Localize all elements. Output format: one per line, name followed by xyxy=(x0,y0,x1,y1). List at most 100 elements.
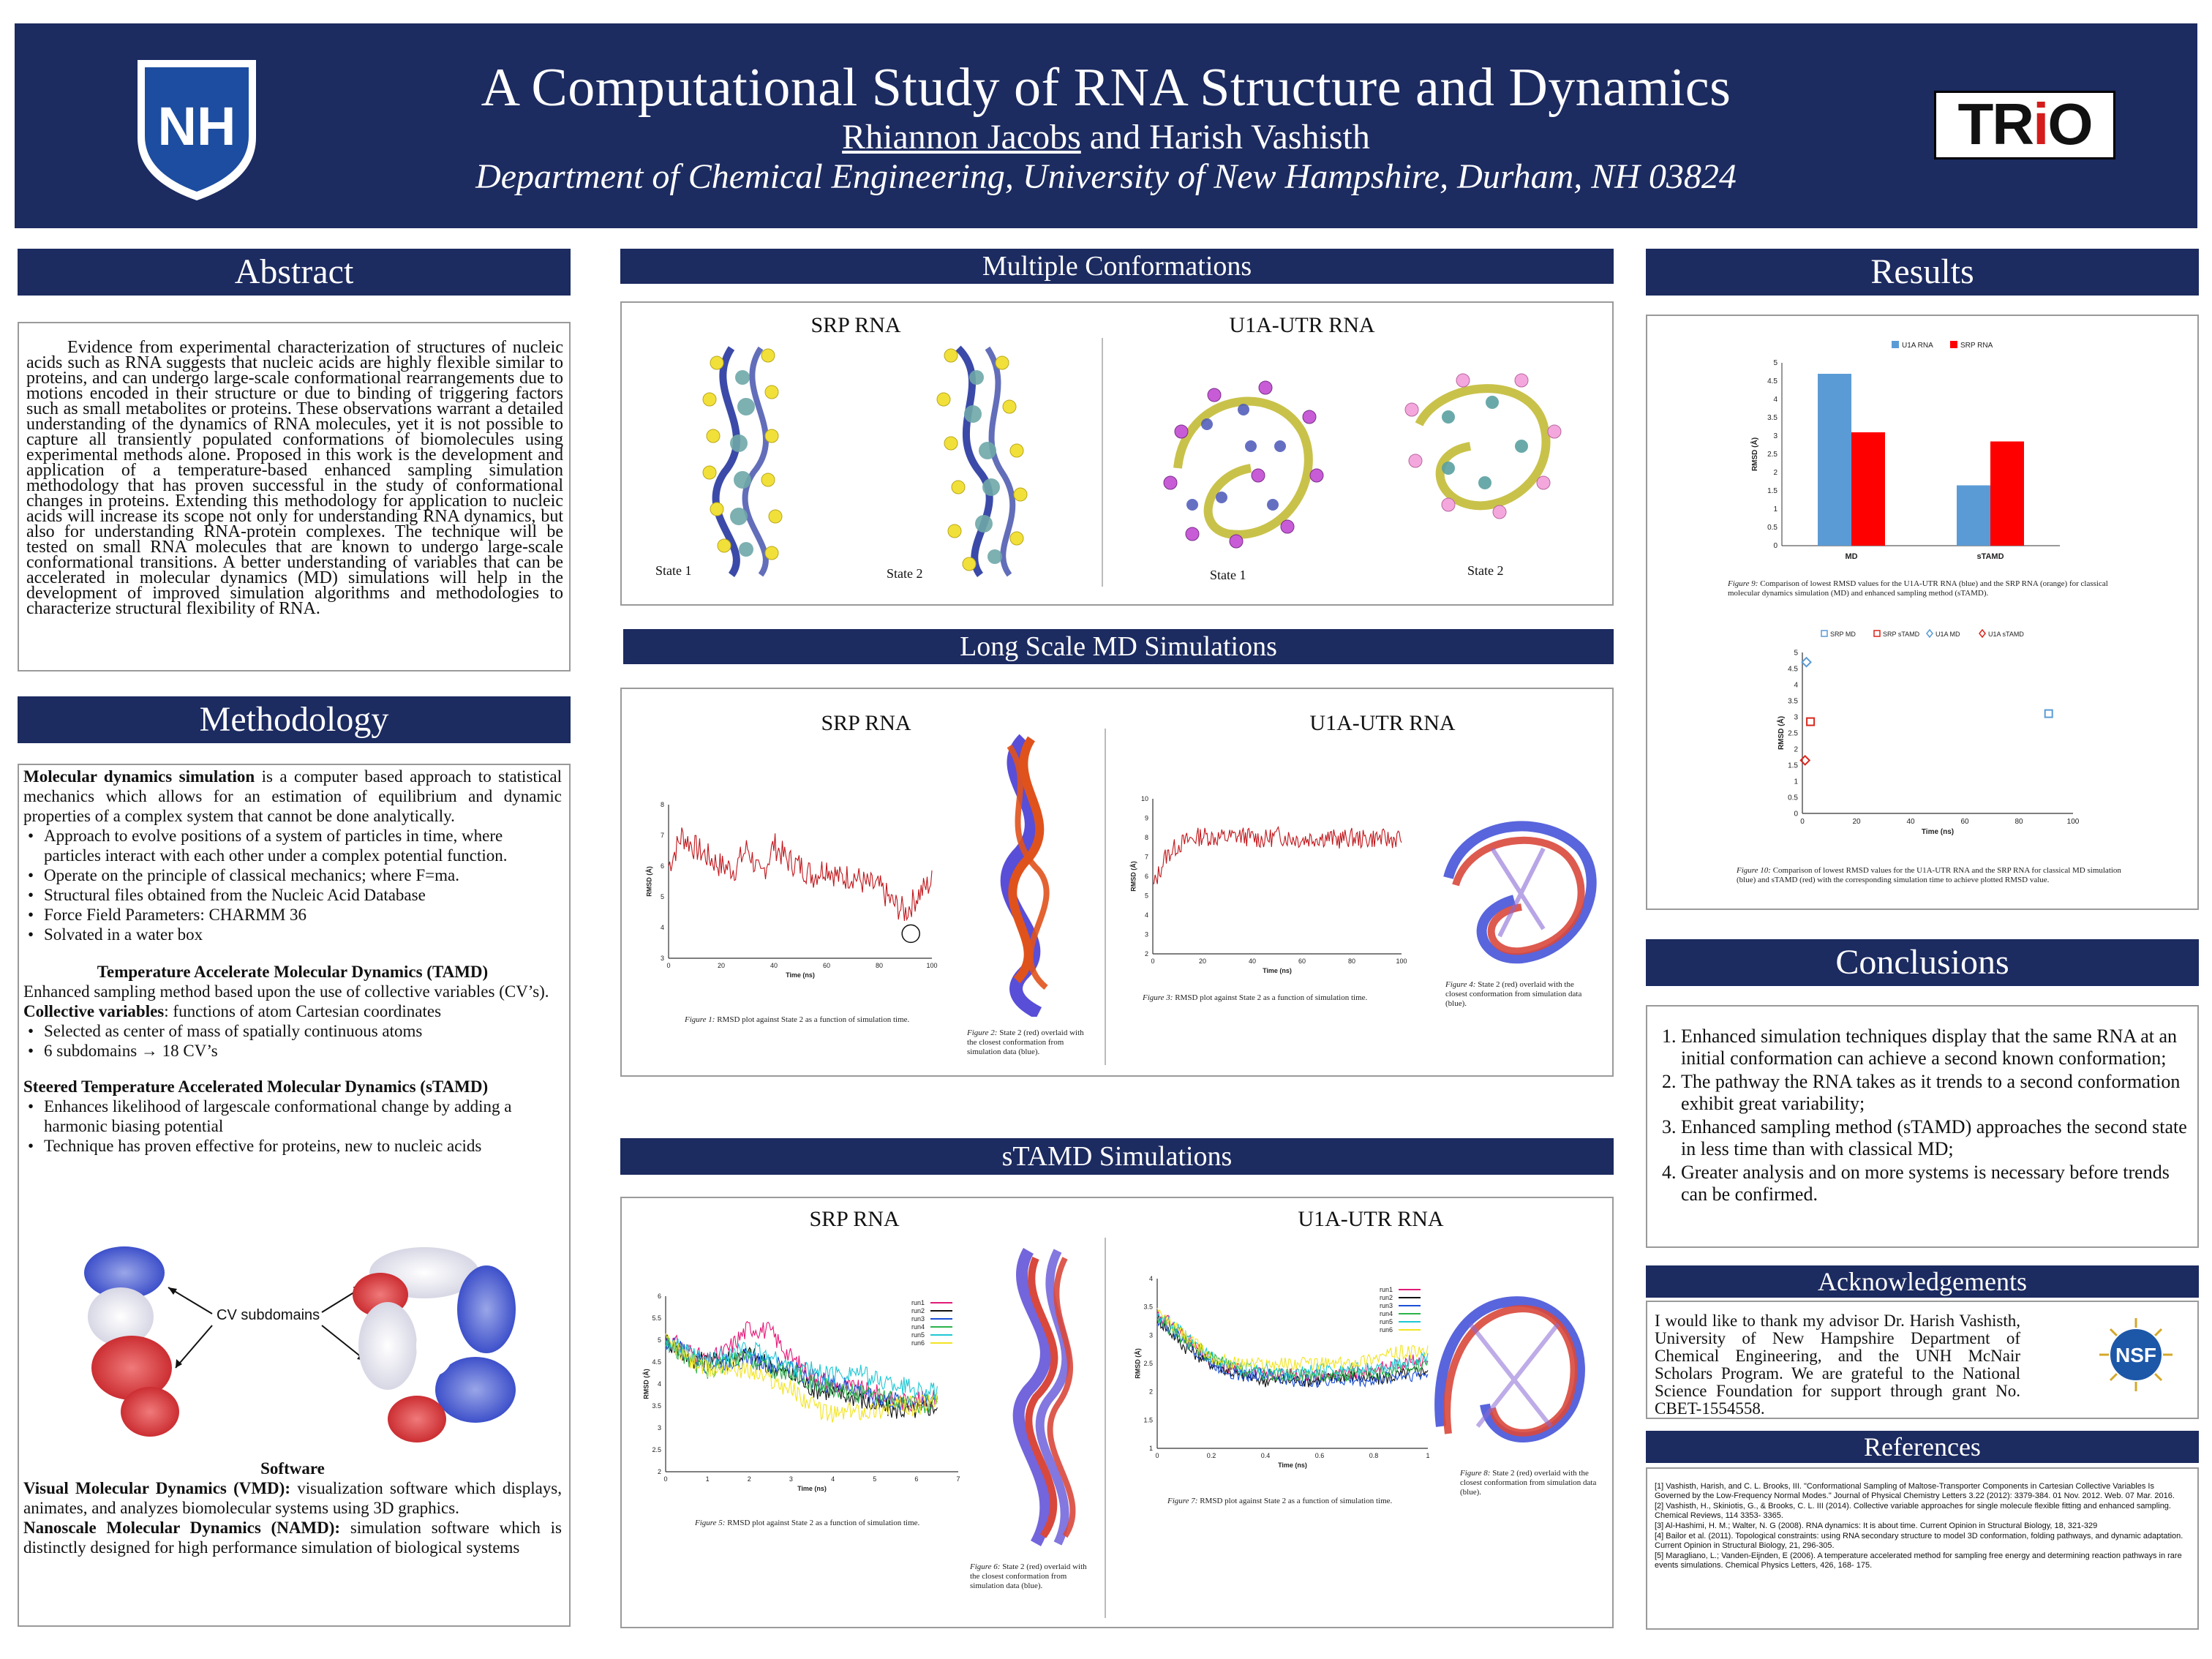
cv-arrows xyxy=(168,1287,366,1369)
legend-swatch xyxy=(1873,630,1881,637)
bar-stamd-0 xyxy=(1957,485,1990,546)
legend-label: run5 xyxy=(911,1331,925,1339)
y-tick-label: 3.5 xyxy=(1788,697,1798,705)
list-item: Enhanced sampling method (sTAMD) approac… xyxy=(1681,1116,2189,1160)
mc-separator xyxy=(1102,338,1103,587)
rmsd-series-line xyxy=(668,827,933,922)
scatter-point xyxy=(1799,754,1811,766)
x-tick-label: 0 xyxy=(1151,958,1154,965)
y-tick-label: 1.5 xyxy=(1788,761,1798,770)
legend-label: U1A RNA xyxy=(1902,342,1933,350)
x-tick-label: 0.4 xyxy=(1261,1452,1271,1459)
legend-swatch xyxy=(1892,341,1899,348)
legend-swatch xyxy=(1979,628,1986,639)
fig5-caption: Figure 5: RMSD plot against State 2 as a… xyxy=(695,1519,920,1527)
acknowledgements-box xyxy=(1646,1301,2199,1419)
y-tick-label: 4.5 xyxy=(652,1358,661,1366)
x-category-label: MD xyxy=(1845,552,1857,561)
y-tick-label: 5 xyxy=(661,893,664,900)
cv-text: : functions of atom Cartesian coordinate… xyxy=(164,1002,442,1020)
fig9-bar-chart: 0 0.5 1 1.5 2 2.5 3 3.5 4 4.5 5 RMSD (Å) MD sTAMD U1A … xyxy=(1750,341,2060,561)
list-item: 6 subdomains → 18 CV’s xyxy=(23,1041,562,1061)
legend-label: run5 xyxy=(1380,1318,1393,1325)
y-tick-label: 1.5 xyxy=(1143,1416,1153,1423)
run-series-line xyxy=(1156,1314,1429,1388)
legend-label: run4 xyxy=(1380,1310,1393,1317)
x-tick-label: 80 xyxy=(2014,818,2023,826)
y-tick-label: 3 xyxy=(661,955,664,962)
x-tick-label: 60 xyxy=(1960,818,1969,826)
stamd-title: Steered Temperature Accelerated Molecula… xyxy=(23,1077,489,1096)
y-tick-label: 4 xyxy=(1794,681,1798,689)
y-tick-label: 7 xyxy=(1145,854,1148,861)
legend-label: run3 xyxy=(1380,1302,1393,1309)
methodology-text: Molecular dynamics simulation is a compu… xyxy=(23,767,562,1156)
fig4-caption: Figure 4: State 2 (red) overlaid with th… xyxy=(1445,980,1582,1008)
y-tick-label: 5 xyxy=(1794,649,1798,657)
fig9-caption: Figure 9: Comparison of lowest RMSD valu… xyxy=(1728,579,2108,598)
run-series-line xyxy=(665,1338,938,1401)
y-tick-label: 3.5 xyxy=(652,1402,661,1410)
tamd-text: Enhanced sampling method based upon the … xyxy=(23,982,549,1001)
x-axis-label: Time (ns) xyxy=(1922,828,1954,836)
y-tick-label: 1 xyxy=(1773,505,1778,514)
y-tick-label: 6 xyxy=(658,1293,661,1300)
mc-u1a-state2-label: State 2 xyxy=(1467,563,1504,578)
reference-item: [5] Maragliano, L.; Vanden-Eijnden, E (2… xyxy=(1655,1551,2182,1570)
y-tick-label: 4 xyxy=(1149,1275,1153,1282)
mc-srp-title: SRP RNA xyxy=(810,313,901,337)
y-tick-label: 4 xyxy=(661,924,664,931)
x-axis-label: Time (ns) xyxy=(797,1485,827,1492)
x-tick-label: 0 xyxy=(1155,1452,1159,1459)
y-tick-label: 3 xyxy=(1794,713,1798,721)
fig7-rmsd-chart: 0 0.2 0.4 0.6 0.8 1 1 1.5 2 2.5 3 3.5 4 Time (ns) RMSD… xyxy=(1135,1275,1430,1469)
x-axis-label: Time (ns) xyxy=(1263,967,1292,974)
y-tick-label: 6 xyxy=(1145,873,1148,880)
list-item: Technique has proven effective for prote… xyxy=(23,1136,562,1156)
x-tick-label: 60 xyxy=(1298,958,1306,965)
fig2-rna-overlay xyxy=(1000,734,1050,1017)
y-tick-label: 2 xyxy=(1149,1388,1153,1396)
cv-bold: Collective variables xyxy=(23,1002,165,1020)
y-tick-label: 8 xyxy=(661,801,664,808)
list-item: The pathway the RNA takes as it trends t… xyxy=(1681,1071,2189,1115)
list-item: Selected as center of mass of spatially … xyxy=(23,1021,562,1041)
x-tick-label: 7 xyxy=(956,1475,960,1483)
y-tick-label: 3 xyxy=(1149,1331,1153,1339)
fig3-caption: Figure 3: RMSD plot against State 2 as a… xyxy=(1143,993,1368,1002)
acknowledgements-text: I would like to thank my advisor Dr. Har… xyxy=(1655,1312,2020,1418)
x-tick-label: 0 xyxy=(666,962,670,969)
nsf-logo: NSF xyxy=(2099,1318,2172,1391)
conclusions-heading: Conclusions xyxy=(1646,939,2199,986)
x-category-label: sTAMD xyxy=(1976,552,2004,561)
y-tick-label: 6 xyxy=(661,862,664,870)
fig6-caption: Figure 6: State 2 (red) overlaid with th… xyxy=(970,1562,1087,1590)
legend-label: run2 xyxy=(911,1307,925,1314)
list-item: Operate on the principle of classical me… xyxy=(23,865,562,885)
fig5-rmsd-chart: 0 1 2 3 4 5 6 7 2 2.5 3 3.5 4 4.5 5 5.5 6 Time (ns) RMSD (… xyxy=(643,1293,960,1492)
run-series-line xyxy=(1156,1311,1429,1382)
poster-title: A Computational Study of RNA Structure a… xyxy=(481,58,1731,118)
min-rmsd-marker xyxy=(901,924,920,944)
list-item: Force Field Parameters: CHARMM 36 xyxy=(23,905,562,925)
x-tick-label: 60 xyxy=(823,962,830,969)
y-axis-label: RMSD (Å) xyxy=(1776,716,1786,750)
multiple-conformations-heading: Multiple Conformations xyxy=(620,249,1614,284)
legend-label: run1 xyxy=(911,1299,925,1306)
srp-state1-structure xyxy=(702,346,783,577)
legend-label: U1A MD xyxy=(1936,631,1960,638)
software-title: Software xyxy=(260,1459,325,1478)
fig10-scatter-chart: 0 20 40 60 80 100 0 0.5 1 1.5 2 2.5 3 3.5 4 4.5 5 Time (n… xyxy=(1776,628,2080,836)
x-tick-label: 20 xyxy=(718,962,725,969)
department: Department of Chemical Engineering, Univ… xyxy=(475,157,1737,196)
mc-u1a-state1-label: State 1 xyxy=(1210,568,1246,582)
legend-swatch xyxy=(1950,341,1957,348)
x-tick-label: 100 xyxy=(2067,818,2080,826)
mc-u1a-title: U1A-UTR RNA xyxy=(1229,313,1375,337)
y-tick-label: 0 xyxy=(1794,810,1798,818)
scatter-point xyxy=(1806,717,1816,726)
reference-item: [4] Bailor et al. (2011). Topological co… xyxy=(1655,1532,2183,1550)
x-tick-label: 0.6 xyxy=(1315,1452,1325,1459)
y-tick-label: 2.5 xyxy=(652,1446,661,1453)
list-item: Approach to evolve positions of a system… xyxy=(23,826,562,865)
